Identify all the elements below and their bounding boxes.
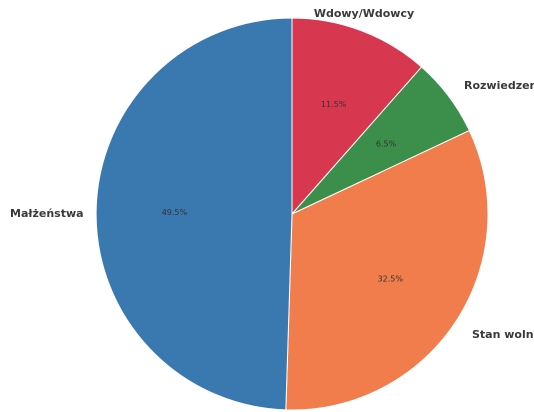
- pie-slice-2: [285, 129, 489, 411]
- slice-category-label-2: Stan wolny: [472, 328, 534, 341]
- slice-category-label-1: Rozwiedzeni: [464, 79, 534, 92]
- slice-percent-label-1: 6.5%: [376, 139, 397, 148]
- pie-slice-0: [291, 17, 423, 216]
- slice-percent-label-0: 11.5%: [321, 100, 347, 109]
- pie-slice-3: [95, 17, 293, 411]
- slice-percent-label-3: 49.5%: [162, 208, 188, 217]
- slice-percent-label-2: 32.5%: [378, 275, 404, 284]
- slice-category-label-3: Małżeństwa: [10, 207, 84, 220]
- slice-category-label-0: Wdowy/Wdowcy: [314, 7, 414, 20]
